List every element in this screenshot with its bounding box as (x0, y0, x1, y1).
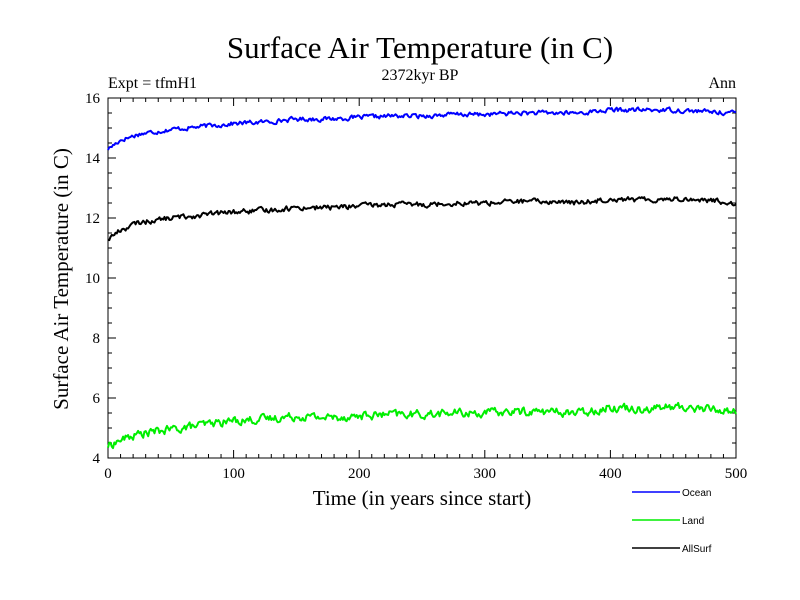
y-tick-label: 12 (85, 211, 100, 227)
x-tick-label: 100 (222, 466, 245, 482)
x-tick-label: 0 (104, 466, 112, 482)
y-tick-label: 14 (85, 151, 101, 167)
legend-label-allsurf: AllSurf (682, 544, 712, 555)
y-tick-label: 6 (93, 391, 101, 407)
plot-area: 0 100 200 300 400 500 4 6 8 10 12 14 16 (85, 91, 747, 482)
x-tick-label: 400 (599, 466, 622, 482)
plot-frame (107, 97, 737, 459)
experiment-label: Expt = tfmH1 (108, 75, 197, 92)
series-line-ocean (107, 106, 737, 151)
x-tick-label: 500 (725, 466, 748, 482)
season-label: Ann (708, 75, 736, 92)
y-tick-label: 4 (93, 451, 101, 467)
y-tick-label: 16 (85, 91, 101, 107)
chart-subtitle: 2372kyr BP (382, 67, 459, 84)
legend: Ocean Land AllSurf (632, 488, 712, 555)
legend-label-ocean: Ocean (682, 488, 711, 499)
y-tick-label: 8 (93, 331, 101, 347)
x-tick-label: 200 (348, 466, 371, 482)
legend-label-land: Land (682, 516, 704, 527)
y-tick-label: 10 (85, 271, 100, 287)
y-axis-label: Surface Air Temperature (in C) (49, 148, 73, 410)
x-tick-label: 300 (474, 466, 497, 482)
series-line-land (107, 401, 737, 450)
x-axis-label: Time (in years since start) (313, 486, 532, 510)
series-line-allsurf (107, 196, 737, 242)
chart-title: Surface Air Temperature (in C) (227, 30, 613, 65)
